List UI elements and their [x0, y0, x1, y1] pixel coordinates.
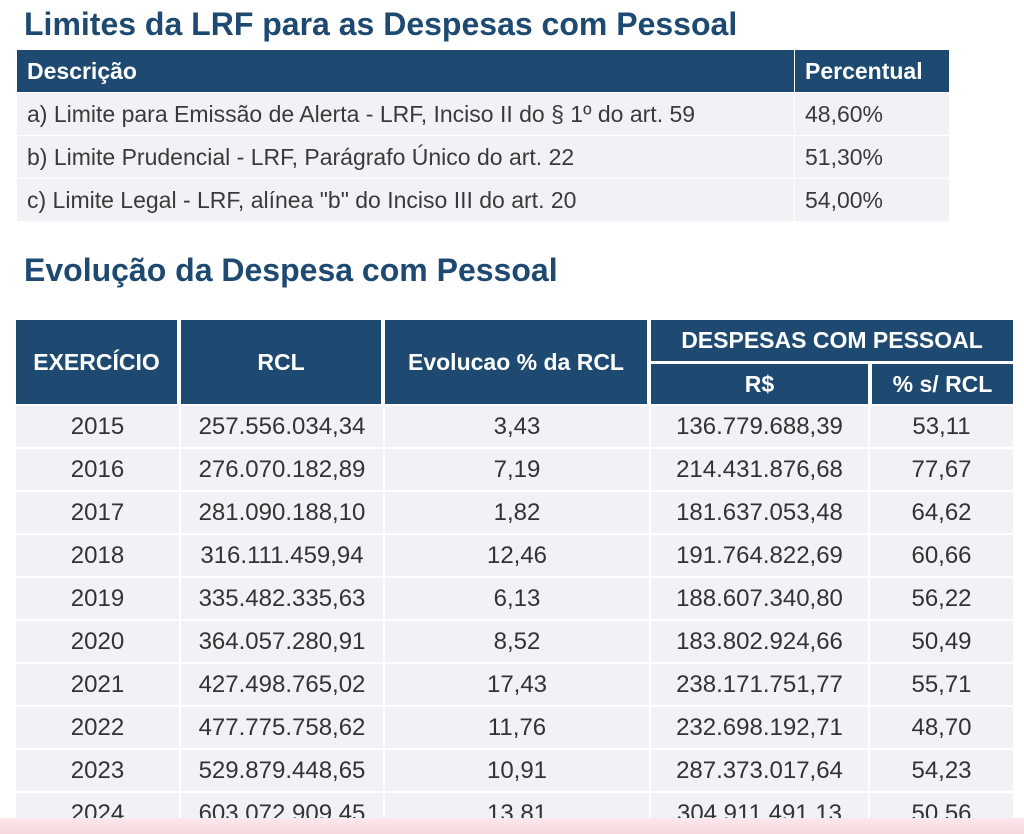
despesa-rs-cell: 181.637.053,48 — [649, 490, 868, 533]
evolution-header: EXERCÍCIO RCL Evolucao % da RCL DESPESAS… — [16, 320, 1013, 404]
limit-percentage: 54,00% — [794, 178, 949, 221]
limits-table: Descrição Percentual a) Limite para Emis… — [17, 50, 949, 221]
rcl-cell: 477.775.758,62 — [179, 705, 383, 748]
header-rs: R$ — [651, 364, 868, 404]
evolucao-cell: 12,46 — [383, 533, 649, 576]
despesa-pct-cell: 53,11 — [868, 404, 1013, 447]
despesa-rs-cell: 214.431.876,68 — [649, 447, 868, 490]
evolucao-cell: 11,76 — [383, 705, 649, 748]
evolucao-cell: 3,43 — [383, 404, 649, 447]
despesa-rs-cell: 183.802.924,66 — [649, 619, 868, 662]
rcl-cell: 257.556.034,34 — [179, 404, 383, 447]
header-exercicio: EXERCÍCIO — [16, 320, 177, 404]
evolucao-cell: 7,19 — [383, 447, 649, 490]
despesa-pct-cell: 60,66 — [868, 533, 1013, 576]
table-row: 2022 477.775.758,62 11,76 232.698.192,71 48,… — [16, 705, 1013, 748]
table-row: 2023 529.879.448,65 10,91 287.373.017,64 54,… — [16, 748, 1013, 791]
despesa-pct-cell: 64,62 — [868, 490, 1013, 533]
despesa-rs-cell: 238.171.751,77 — [649, 662, 868, 705]
year-cell: 2017 — [16, 490, 179, 533]
rcl-cell: 427.498.765,02 — [179, 662, 383, 705]
year-cell: 2021 — [16, 662, 179, 705]
despesa-rs-cell: 191.764.822,69 — [649, 533, 868, 576]
table-row: 2019 335.482.335,63 6,13 188.607.340,80 56,2… — [16, 576, 1013, 619]
rcl-cell: 335.482.335,63 — [179, 576, 383, 619]
despesa-pct-cell: 48,70 — [868, 705, 1013, 748]
despesa-pct-cell: 55,71 — [868, 662, 1013, 705]
table-row: 2020 364.057.280,91 8,52 183.802.924,66 50,4… — [16, 619, 1013, 662]
year-cell: 2015 — [16, 404, 179, 447]
despesa-rs-cell: 287.373.017,64 — [649, 748, 868, 791]
limits-row: a) Limite para Emissão de Alerta - LRF, … — [17, 92, 949, 135]
table-row: 2018 316.111.459,94 12,46 191.764.822,69 60,… — [16, 533, 1013, 576]
despesa-rs-cell: 188.607.340,80 — [649, 576, 868, 619]
year-cell: 2023 — [16, 748, 179, 791]
rcl-cell: 529.879.448,65 — [179, 748, 383, 791]
limit-description: b) Limite Prudencial - LRF, Parágrafo Ún… — [17, 135, 794, 178]
evolution-title: Evolução da Despesa com Pessoal — [24, 252, 558, 288]
evolution-table: EXERCÍCIO RCL Evolucao % da RCL DESPESAS… — [16, 320, 1013, 834]
limit-percentage: 51,30% — [794, 135, 949, 178]
header-despesas-group: DESPESAS COM PESSOAL — [651, 320, 1013, 361]
header-rcl: RCL — [181, 320, 381, 404]
despesa-pct-cell: 56,22 — [868, 576, 1013, 619]
limits-row: b) Limite Prudencial - LRF, Parágrafo Ún… — [17, 135, 949, 178]
despesa-rs-cell: 232.698.192,71 — [649, 705, 868, 748]
rcl-cell: 276.070.182,89 — [179, 447, 383, 490]
evolucao-cell: 1,82 — [383, 490, 649, 533]
table-row: 2016 276.070.182,89 7,19 214.431.876,68 77,6… — [16, 447, 1013, 490]
year-cell: 2022 — [16, 705, 179, 748]
limits-header-row: Descrição Percentual — [17, 50, 949, 92]
rcl-cell: 316.111.459,94 — [179, 533, 383, 576]
table-row: 2015 257.556.034,34 3,43 136.779.688,39 53,1… — [16, 404, 1013, 447]
limit-percentage: 48,60% — [794, 92, 949, 135]
header-descricao: Descrição — [27, 57, 137, 84]
year-cell: 2019 — [16, 576, 179, 619]
limits-title: Limites da LRF para as Despesas com Pess… — [24, 6, 738, 42]
header-pct-rcl: % s/ RCL — [872, 364, 1013, 404]
header-evolucao: Evolucao % da RCL — [385, 320, 647, 404]
limit-description: a) Limite para Emissão de Alerta - LRF, … — [17, 92, 794, 135]
despesa-rs-cell: 136.779.688,39 — [649, 404, 868, 447]
table-row: 2017 281.090.188,10 1,82 181.637.053,48 64,6… — [16, 490, 1013, 533]
year-cell: 2018 — [16, 533, 179, 576]
header-percentual: Percentual — [794, 50, 949, 92]
year-cell: 2016 — [16, 447, 179, 490]
limit-description: c) Limite Legal - LRF, alínea "b" do Inc… — [17, 178, 794, 221]
evolucao-cell: 17,43 — [383, 662, 649, 705]
evolucao-cell: 6,13 — [383, 576, 649, 619]
table-row: 2021 427.498.765,02 17,43 238.171.751,77 55,… — [16, 662, 1013, 705]
evolucao-cell: 8,52 — [383, 619, 649, 662]
rcl-cell: 281.090.188,10 — [179, 490, 383, 533]
bottom-edge — [0, 818, 1024, 834]
rcl-cell: 364.057.280,91 — [179, 619, 383, 662]
limits-row: c) Limite Legal - LRF, alínea "b" do Inc… — [17, 178, 949, 221]
despesa-pct-cell: 50,49 — [868, 619, 1013, 662]
despesa-pct-cell: 77,67 — [868, 447, 1013, 490]
year-cell: 2020 — [16, 619, 179, 662]
evolucao-cell: 10,91 — [383, 748, 649, 791]
despesa-pct-cell: 54,23 — [868, 748, 1013, 791]
evolution-body: 2015 257.556.034,34 3,43 136.779.688,39 53,1… — [16, 404, 1013, 834]
